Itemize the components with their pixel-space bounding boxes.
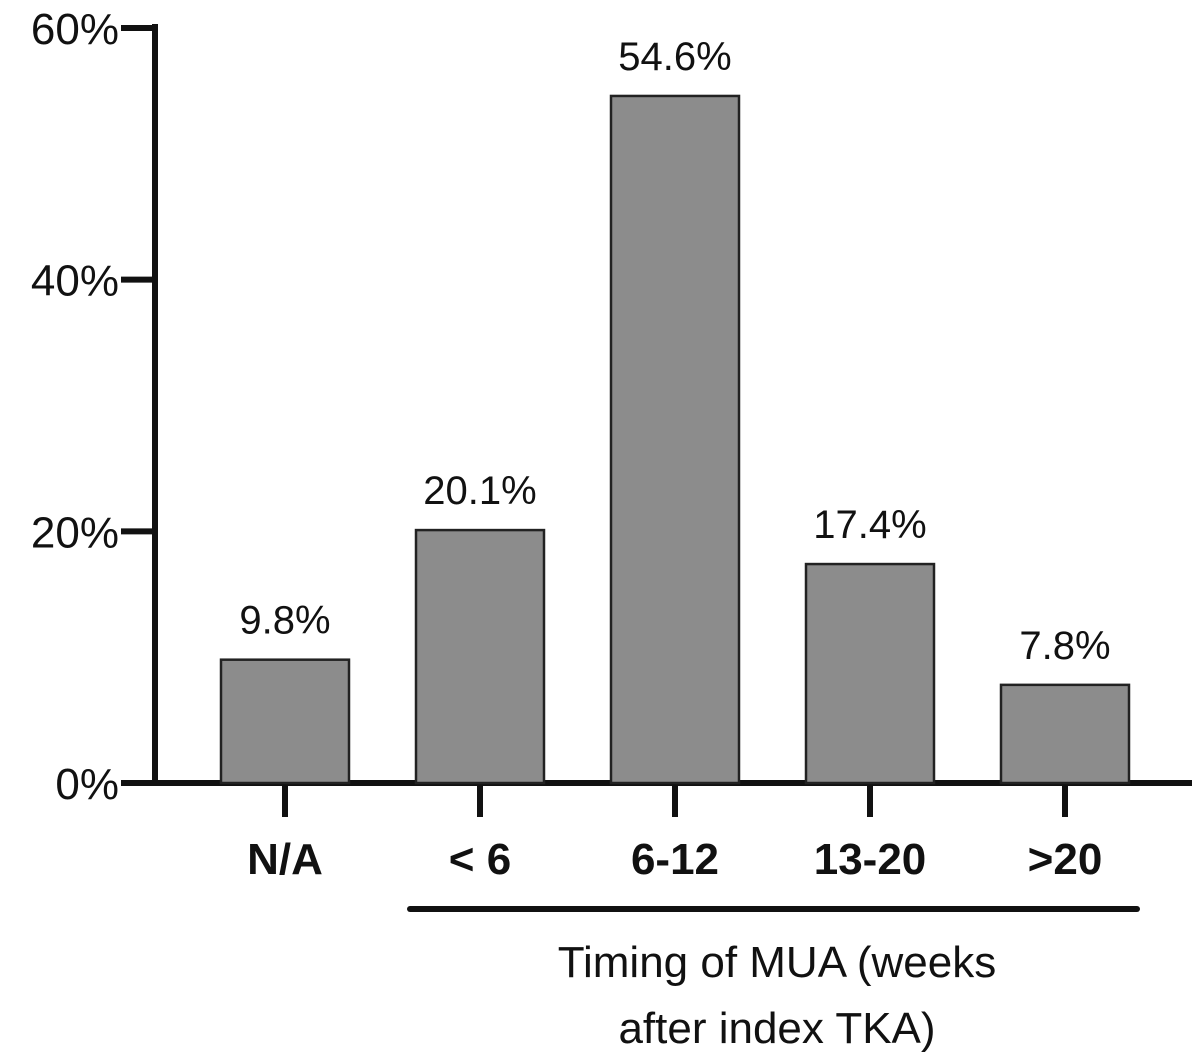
y-tick-label: 0% (55, 760, 119, 809)
x-category-label: < 6 (449, 835, 511, 884)
bar (804, 562, 936, 785)
bar-value-label: 7.8% (1019, 624, 1110, 668)
x-category-label: 13-20 (814, 835, 927, 884)
x-axis (152, 780, 1192, 817)
bar-value-label: 17.4% (813, 503, 926, 547)
bar (414, 528, 546, 785)
data-labels-group: 9.8% 20.1% 54.6% 17.4% 7.8% (239, 35, 1110, 668)
y-tick-label: 40% (31, 257, 119, 306)
x-axis-title-line-2: after index TKA) (618, 1004, 935, 1053)
bar-value-label: 54.6% (618, 35, 731, 79)
x-axis-title-line-1: Timing of MUA (weeks (558, 938, 996, 987)
y-tick-label: 20% (31, 508, 119, 557)
category-labels-group: N/A < 6 6-12 13-20 >20 (247, 835, 1102, 884)
y-tick-label: 60% (31, 5, 119, 54)
bar-value-label: 9.8% (239, 599, 330, 643)
bar (219, 658, 351, 785)
y-axis: 0% 20% 40% 60% (31, 5, 158, 809)
bar (609, 94, 741, 785)
x-category-label: 6-12 (631, 835, 719, 884)
x-category-label: N/A (247, 835, 323, 884)
bar (999, 683, 1131, 785)
bars-group (219, 94, 1131, 785)
x-category-label: >20 (1028, 835, 1103, 884)
bar-value-label: 20.1% (423, 469, 536, 513)
